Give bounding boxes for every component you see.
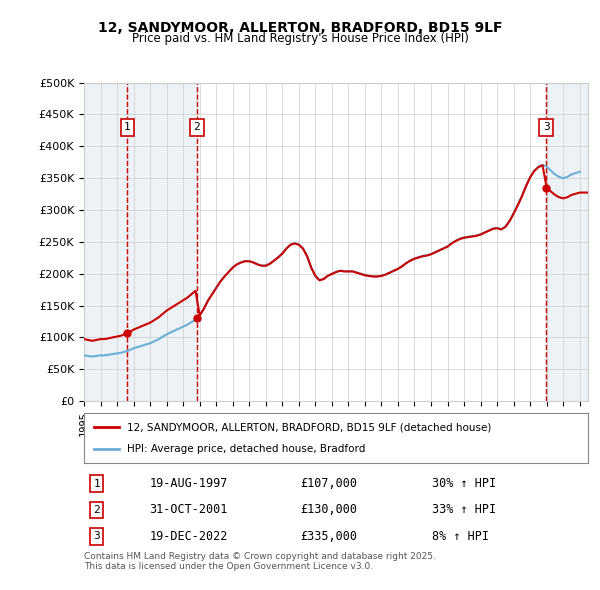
Text: 19-DEC-2022: 19-DEC-2022 xyxy=(149,530,228,543)
Text: HPI: Average price, detached house, Bradford: HPI: Average price, detached house, Brad… xyxy=(127,444,365,454)
Text: 31-OCT-2001: 31-OCT-2001 xyxy=(149,503,228,516)
Text: 3: 3 xyxy=(543,122,550,132)
Text: 3: 3 xyxy=(93,531,100,541)
Text: Price paid vs. HM Land Registry's House Price Index (HPI): Price paid vs. HM Land Registry's House … xyxy=(131,32,469,45)
Text: £335,000: £335,000 xyxy=(301,530,358,543)
Bar xyxy=(127,83,197,401)
Text: £130,000: £130,000 xyxy=(301,503,358,516)
Text: 8% ↑ HPI: 8% ↑ HPI xyxy=(432,530,489,543)
Text: 12, SANDYMOOR, ALLERTON, BRADFORD, BD15 9LF (detached house): 12, SANDYMOOR, ALLERTON, BRADFORD, BD15 … xyxy=(127,422,491,432)
Bar xyxy=(546,83,588,401)
Bar xyxy=(84,83,127,401)
Text: 1: 1 xyxy=(124,122,131,132)
Text: 1: 1 xyxy=(93,478,100,489)
Text: Contains HM Land Registry data © Crown copyright and database right 2025.
This d: Contains HM Land Registry data © Crown c… xyxy=(84,552,436,571)
Text: £107,000: £107,000 xyxy=(301,477,358,490)
Text: 30% ↑ HPI: 30% ↑ HPI xyxy=(432,477,496,490)
Text: 2: 2 xyxy=(93,505,100,515)
Text: 12, SANDYMOOR, ALLERTON, BRADFORD, BD15 9LF: 12, SANDYMOOR, ALLERTON, BRADFORD, BD15 … xyxy=(98,21,502,35)
Text: 19-AUG-1997: 19-AUG-1997 xyxy=(149,477,228,490)
Text: 33% ↑ HPI: 33% ↑ HPI xyxy=(432,503,496,516)
Text: 2: 2 xyxy=(193,122,200,132)
